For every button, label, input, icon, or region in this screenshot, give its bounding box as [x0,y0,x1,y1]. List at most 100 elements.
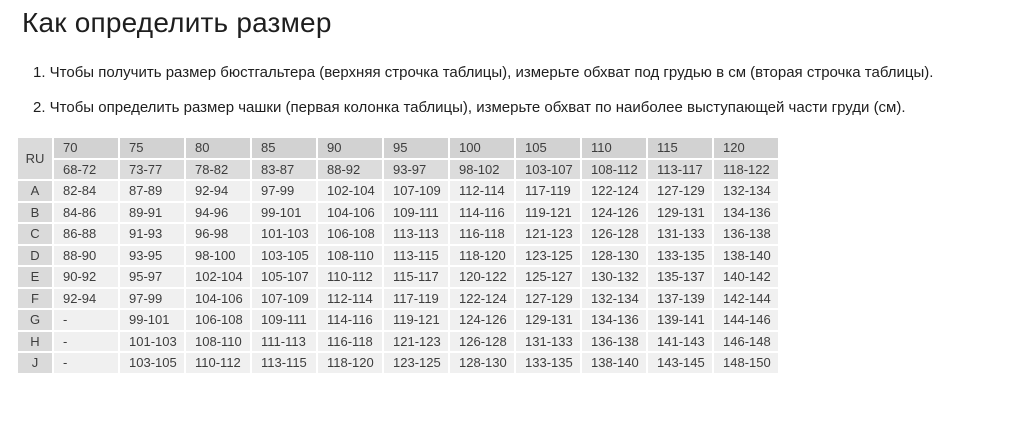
size-range-cell: 110-112 [186,353,250,373]
size-range-cell: 119-121 [384,310,448,330]
band-size-cell: 105 [516,138,580,158]
size-range-cell: 114-116 [450,202,514,222]
cup-letter-cell: D [18,245,52,265]
size-range-cell: 101-103 [120,331,184,351]
size-range-cell: 102-104 [318,181,382,201]
size-range-cell: 120-122 [450,267,514,287]
instruction-2: 2. Чтобы определить размер чашки (первая… [33,99,906,116]
size-range-cell: 94-96 [186,202,250,222]
size-range-cell: - [54,310,118,330]
size-range-cell: 89-91 [120,202,184,222]
cup-letter-cell: H [18,331,52,351]
size-range-cell: 128-130 [582,245,646,265]
size-range-cell: - [54,331,118,351]
size-range-cell: 92-94 [54,288,118,308]
page-title: Как определить размер [22,7,332,38]
size-range-cell: 108-110 [186,331,250,351]
cup-letter-cell: B [18,202,52,222]
size-range-cell: 136-138 [714,224,778,244]
size-range-cell: 93-95 [120,245,184,265]
size-range-cell: 106-108 [186,310,250,330]
underbust-range-cell: 73-77 [120,159,184,179]
underbust-range-cell: 83-87 [252,159,316,179]
size-range-cell: 88-90 [54,245,118,265]
underbust-range-cell: 78-82 [186,159,250,179]
size-range-cell: 117-119 [516,181,580,201]
table-row: B 84-86 89-91 94-96 99-101 104-106 109-111 114-… [18,202,778,222]
size-range-cell: - [54,353,118,373]
size-range-cell: 140-142 [714,267,778,287]
cup-letter-cell: J [18,353,52,373]
size-range-cell: 98-100 [186,245,250,265]
size-table: RU 70 75 80 85 90 95 100 105 110 115 120 68-72 73-77 7… [16,136,780,375]
size-range-cell: 122-124 [450,288,514,308]
size-range-cell: 99-101 [252,202,316,222]
size-range-cell: 130-132 [582,267,646,287]
size-range-cell: 123-125 [384,353,448,373]
size-range-cell: 127-129 [648,181,712,201]
size-range-cell: 91-93 [120,224,184,244]
size-range-cell: 144-146 [714,310,778,330]
size-range-cell: 122-124 [582,181,646,201]
size-range-cell: 113-113 [384,224,448,244]
size-range-cell: 119-121 [516,202,580,222]
size-range-cell: 146-148 [714,331,778,351]
size-range-cell: 105-107 [252,267,316,287]
size-range-cell: 139-141 [648,310,712,330]
underbust-range-cell: 98-102 [450,159,514,179]
cup-letter-cell: C [18,224,52,244]
cup-letter-cell: G [18,310,52,330]
size-range-cell: 137-139 [648,288,712,308]
size-range-cell: 138-140 [714,245,778,265]
cup-letter-cell: E [18,267,52,287]
size-range-cell: 109-111 [384,202,448,222]
table-row: E 90-92 95-97 102-104 105-107 110-112 115-117 1… [18,267,778,287]
cup-letter-cell: A [18,181,52,201]
size-range-cell: 135-137 [648,267,712,287]
size-range-cell: 110-112 [318,267,382,287]
table-row: F 92-94 97-99 104-106 107-109 112-114 117-119 1… [18,288,778,308]
size-range-cell: 132-134 [714,181,778,201]
size-range-cell: 132-134 [582,288,646,308]
size-range-cell: 124-126 [450,310,514,330]
band-size-cell: 85 [252,138,316,158]
size-range-cell: 116-118 [450,224,514,244]
table-row: G -99-101 106-108 109-111 114-116 119-121 124-… [18,310,778,330]
underbust-range-cell: 93-97 [384,159,448,179]
underbust-range-cell: 88-92 [318,159,382,179]
underbust-range-cell: 113-117 [648,159,712,179]
size-range-cell: 134-136 [714,202,778,222]
size-range-cell: 104-106 [318,202,382,222]
size-range-cell: 99-101 [120,310,184,330]
corner-cell-ru: RU [18,138,52,179]
size-range-cell: 143-145 [648,353,712,373]
size-range-cell: 129-131 [648,202,712,222]
table-row: A 82-84 87-89 92-94 97-99 102-104 107-109 112-1… [18,181,778,201]
table-row: J -103-105 110-112 113-115 118-120 123-125 128… [18,353,778,373]
size-range-cell: 133-135 [648,245,712,265]
band-size-cell: 80 [186,138,250,158]
size-range-cell: 136-138 [582,331,646,351]
size-range-cell: 129-131 [516,310,580,330]
cup-letter-cell: F [18,288,52,308]
size-range-cell: 104-106 [186,288,250,308]
size-range-cell: 138-140 [582,353,646,373]
band-size-cell: 95 [384,138,448,158]
size-range-cell: 118-120 [450,245,514,265]
size-range-cell: 97-99 [252,181,316,201]
size-range-cell: 131-133 [648,224,712,244]
underbust-range-cell: 108-112 [582,159,646,179]
size-range-cell: 102-104 [186,267,250,287]
size-range-cell: 125-127 [516,267,580,287]
size-range-cell: 121-123 [384,331,448,351]
size-range-cell: 103-105 [120,353,184,373]
size-range-cell: 124-126 [582,202,646,222]
size-table-body: A 82-84 87-89 92-94 97-99 102-104 107-109 112-1… [18,181,778,373]
underbust-range-cell: 68-72 [54,159,118,179]
table-row: C 86-88 91-93 96-98 101-103 106-108 113-113 116… [18,224,778,244]
size-guide-page: Как определить размер 1. Чтобы получить … [0,6,1024,435]
size-range-cell: 113-115 [252,353,316,373]
size-range-cell: 96-98 [186,224,250,244]
size-range-cell: 90-92 [54,267,118,287]
size-range-cell: 142-144 [714,288,778,308]
